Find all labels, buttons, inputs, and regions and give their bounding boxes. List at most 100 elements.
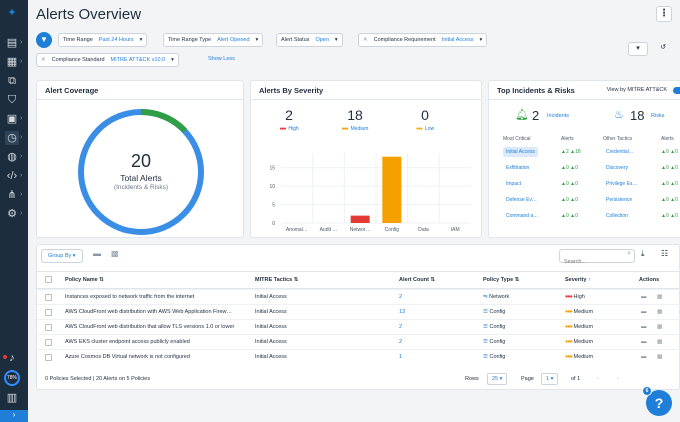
policy-name[interactable]: Instances exposed to network traffic fro… (65, 294, 195, 300)
alert-count-link[interactable]: 2 (399, 294, 403, 300)
filter-compliance-requirement[interactable]: ✕ Compliance Requirement Initial Access ▾ (358, 33, 488, 47)
header-severity[interactable]: Severity ↑ (565, 277, 591, 283)
logo-icon[interactable]: ✦ (7, 7, 17, 19)
filter-time-range-type[interactable]: Time Range Type Alert Opened ▾ (163, 33, 264, 47)
delete-icon[interactable]: ▩ (657, 309, 663, 315)
save-icon[interactable]: ▾ (628, 42, 648, 56)
medium-count: 18 (347, 107, 363, 123)
shield-icon[interactable]: ⛉ (7, 94, 17, 106)
download-icon[interactable]: ⤓ (641, 249, 645, 258)
table-row[interactable]: AWS CloudFront web distribution with AWS… (37, 304, 680, 319)
compliance-icon[interactable]: ▣ (6, 113, 18, 125)
settings-icon[interactable]: ⚙ (7, 208, 17, 220)
row-checkbox[interactable] (45, 354, 52, 361)
flame-icon: ♨ (614, 109, 624, 121)
delete-icon[interactable]: ▩ (657, 294, 663, 300)
search-box[interactable]: ⌕ (559, 249, 635, 268)
tactic-item[interactable]: Initial Access (503, 147, 538, 157)
alert-count-link[interactable]: 13 (399, 309, 406, 315)
toggle-label: View by MITRE ATT&CK (606, 87, 667, 93)
table-row[interactable]: Azure Cosmos DB Virtual network is not c… (37, 349, 680, 364)
prev-page-icon[interactable]: ‹ (597, 376, 599, 382)
investigate-icon[interactable]: ⧉ (8, 75, 16, 87)
select-all-checkbox[interactable] (45, 276, 52, 283)
page-select[interactable]: 1 ▾ (541, 373, 559, 385)
chevron-right-icon: › (20, 153, 23, 160)
header-policy-type[interactable]: Policy Type ⇅ (483, 277, 520, 283)
progress-ring[interactable]: 78% (4, 370, 20, 386)
row-checkbox[interactable] (45, 294, 52, 301)
tactic-alerts: ▲0 ▲0 (561, 165, 578, 171)
code-icon[interactable]: ‹/› (6, 170, 18, 182)
tactic-item[interactable]: Impact (506, 181, 522, 187)
archive-icon[interactable]: ▬ (641, 354, 647, 360)
row-checkbox[interactable] (45, 339, 52, 346)
policy-type-icon: ☰ (483, 339, 488, 345)
tactic-item[interactable]: Exfiltration (506, 165, 530, 171)
mitre-tactic: Initial Access (255, 324, 287, 330)
delete-icon[interactable]: ▩ (657, 324, 663, 330)
header-alert-count[interactable]: Alert Count ⇅ (399, 277, 436, 283)
policy-name[interactable]: AWS CloudFront web distribution with AWS… (65, 309, 233, 315)
header-policy-name[interactable]: Policy Name ⇅ (65, 277, 104, 283)
search-input[interactable] (560, 256, 620, 268)
archive-icon[interactable]: ▬ (641, 309, 647, 315)
more-options-button[interactable]: ⋮ (656, 6, 672, 22)
columns-icon[interactable]: ☷ (661, 249, 669, 258)
col-other-tactics: Other Tactics (603, 136, 633, 142)
policy-name[interactable]: Azure Cosmos DB Virtual network is not c… (65, 354, 190, 360)
tactic-item[interactable]: Persistence (606, 197, 633, 203)
filter-time-range[interactable]: Time Range Past 24 Hours ▾ (58, 33, 148, 47)
bell-icon[interactable]: ♪ (9, 352, 15, 364)
tactic-item[interactable]: Privilege Es… (606, 181, 638, 187)
archive-icon[interactable]: ▬ (641, 324, 647, 330)
policy-name[interactable]: AWS EKS cluster endpoint access publicly… (65, 339, 190, 345)
risks-link[interactable]: Risks (651, 113, 665, 119)
tactic-item[interactable]: Defense Ev… (506, 197, 537, 203)
tactic-item[interactable]: Discovery (606, 165, 628, 171)
rows-select[interactable]: 25 ▾ (487, 373, 508, 385)
delete-icon[interactable]: ▩ (111, 249, 119, 258)
show-less-link[interactable]: Show Less (208, 56, 235, 62)
delete-icon[interactable]: ▩ (657, 339, 663, 345)
tactic-item[interactable]: Collection (606, 213, 628, 219)
expand-sidebar-icon[interactable]: › (0, 410, 28, 422)
tactic-alerts: ▲0 ▲0 (661, 213, 678, 219)
tactic-item[interactable]: Credential… (606, 149, 634, 155)
reset-icon[interactable]: ↺ (660, 44, 666, 51)
incidents-link[interactable]: Incidents (547, 113, 570, 119)
table-row[interactable]: Instances exposed to network traffic fro… (37, 289, 680, 304)
policy-type-icon: ☰ (483, 354, 488, 360)
chevron-down-icon: ▾ (139, 37, 143, 43)
delete-icon[interactable]: ▩ (657, 354, 663, 360)
row-checkbox[interactable] (45, 324, 52, 331)
filter-compliance-standard[interactable]: ✕ Compliance Standard MITRE ATT&CK v10.0 ▾ (36, 53, 179, 67)
table-row[interactable]: AWS CloudFront web distribution that all… (37, 319, 680, 334)
row-checkbox[interactable] (45, 309, 52, 316)
inventory-icon[interactable]: ▦ (6, 56, 18, 68)
filter-icon[interactable]: ▼ (36, 32, 52, 48)
chevron-down-icon: ▾ (171, 57, 174, 63)
alert-count-link[interactable]: 2 (399, 339, 403, 345)
policy-name[interactable]: AWS CloudFront web distribution that all… (65, 324, 235, 330)
tactic-alerts: ▲0 ▲0 (561, 181, 578, 187)
book-icon[interactable]: ▥ (6, 392, 18, 404)
group-by-button[interactable]: Group By ▾ (41, 249, 83, 263)
archive-icon[interactable]: ▬ (641, 294, 647, 300)
alert-count-link[interactable]: 2 (399, 324, 403, 330)
alert-count-link[interactable]: 1 (399, 354, 403, 360)
mitre-toggle[interactable] (673, 87, 680, 94)
alerts-icon[interactable]: ◷ (5, 131, 19, 145)
next-page-icon[interactable]: › (617, 376, 619, 382)
header-mitre-tactics[interactable]: MITRE Tactics ⇅ (255, 277, 299, 283)
network-icon[interactable]: ◍ (7, 151, 17, 163)
dashboard-icon[interactable]: ▤ (6, 37, 18, 49)
hierarchy-icon[interactable]: ⋔ (7, 189, 17, 201)
tactic-item[interactable]: Command a… (506, 213, 539, 219)
archive-icon[interactable]: ▬ (641, 339, 647, 345)
help-button[interactable]: 6? (642, 386, 672, 416)
archive-icon[interactable]: ▬ (93, 249, 101, 258)
table-row[interactable]: AWS EKS cluster endpoint access publicly… (37, 334, 680, 349)
page-label: Page (521, 376, 534, 382)
filter-alert-status[interactable]: Alert Status Open ▾ (276, 33, 343, 47)
